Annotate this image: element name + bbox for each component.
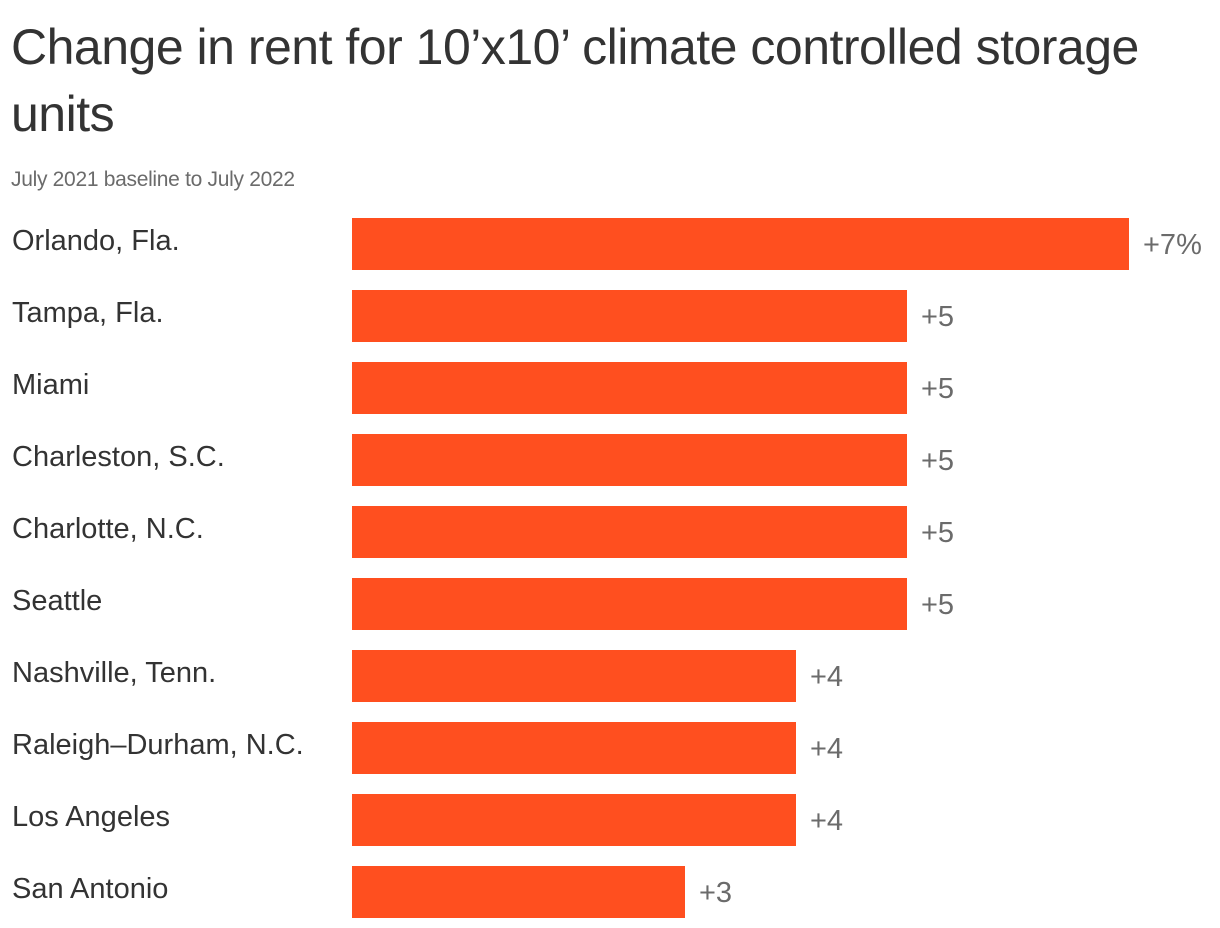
category-label: Orlando, Fla. [12, 225, 180, 257]
category-label: Seattle [12, 585, 102, 617]
value-label: +5 [921, 517, 954, 549]
value-label: +4 [810, 661, 843, 693]
category-label: Tampa, Fla. [12, 297, 164, 329]
bar [352, 794, 796, 846]
category-label: Raleigh–Durham, N.C. [12, 729, 304, 761]
category-label: San Antonio [12, 873, 168, 905]
value-label: +4 [810, 805, 843, 837]
value-label: +5 [921, 373, 954, 405]
bar [352, 866, 685, 918]
bar [352, 506, 907, 558]
category-label: Miami [12, 369, 89, 401]
value-label: +5 [921, 589, 954, 621]
bar [352, 362, 907, 414]
chart-subtitle: July 2021 baseline to July 2022 [11, 168, 295, 191]
value-label: +7% [1143, 229, 1202, 261]
value-label: +3 [699, 877, 732, 909]
value-label: +5 [921, 445, 954, 477]
bar [352, 578, 907, 630]
bar [352, 290, 907, 342]
bar [352, 218, 1129, 270]
bar [352, 650, 796, 702]
value-label: +5 [921, 301, 954, 333]
category-label: Charleston, S.C. [12, 441, 225, 473]
bar [352, 434, 907, 486]
chart-title: Change in rent for 10’x10’ climate contr… [11, 19, 1139, 142]
value-label: +4 [810, 733, 843, 765]
category-label: Nashville, Tenn. [12, 657, 216, 689]
category-label: Los Angeles [12, 801, 170, 833]
bar [352, 722, 796, 774]
category-label: Charlotte, N.C. [12, 513, 204, 545]
